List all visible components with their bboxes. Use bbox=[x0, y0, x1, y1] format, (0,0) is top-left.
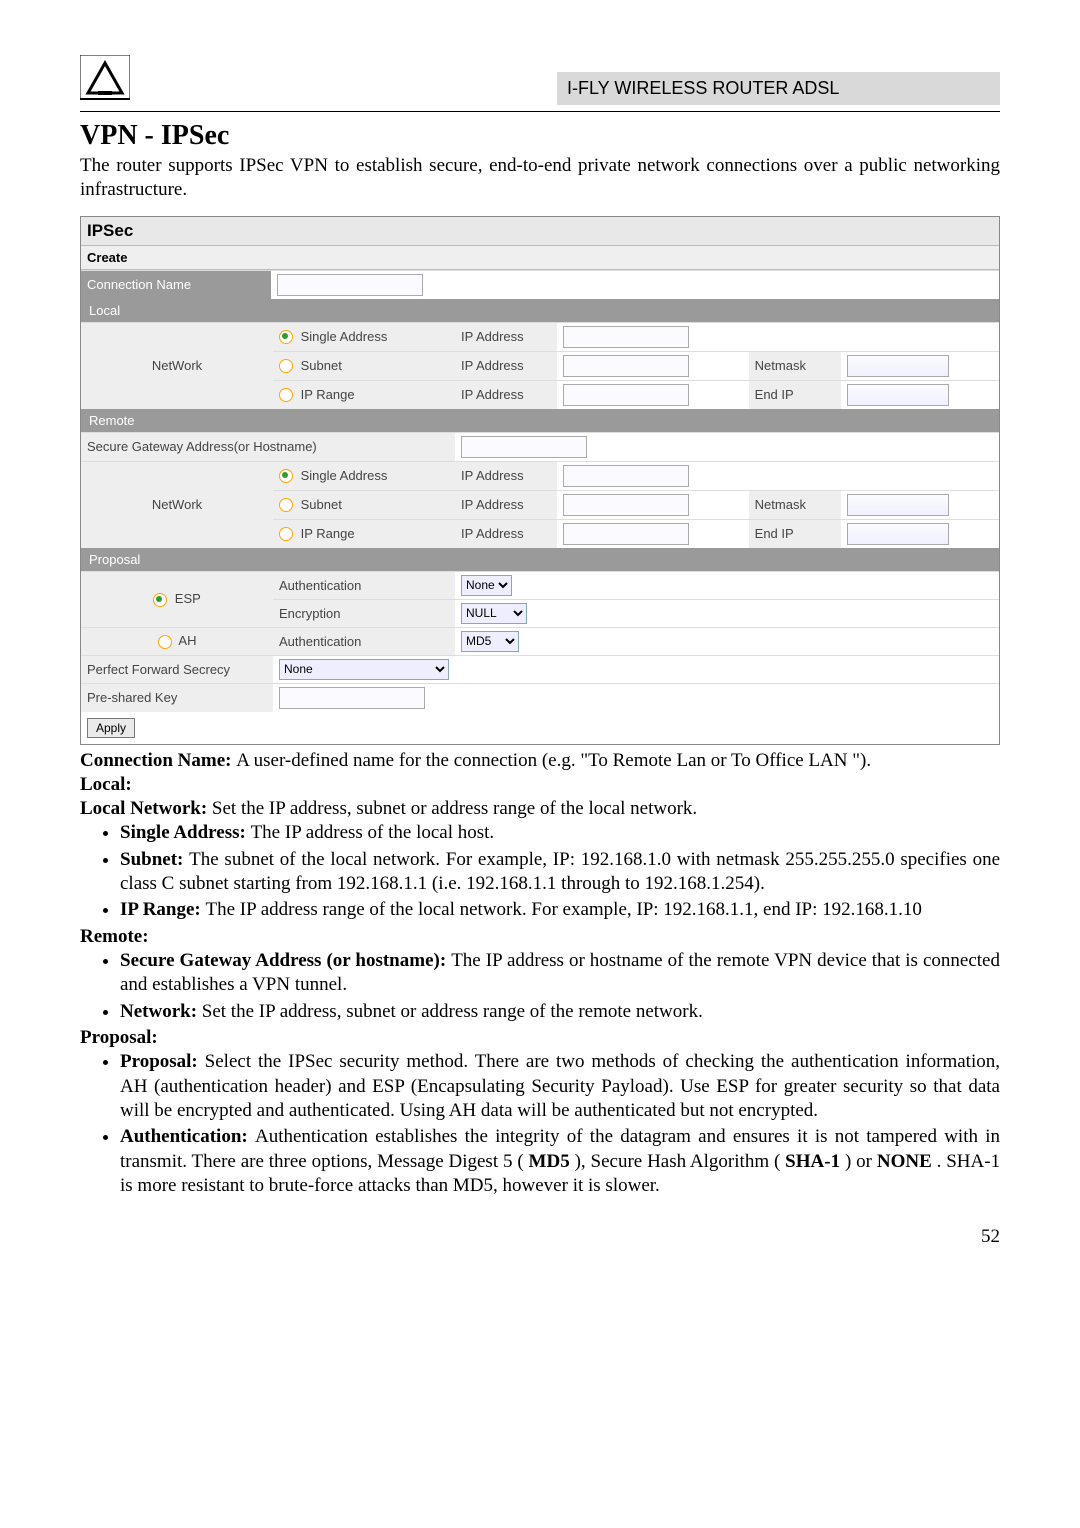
ah-label: AH bbox=[178, 633, 196, 648]
li-network-t: Set the IP address, subnet or address ra… bbox=[202, 1001, 703, 1022]
ip-address-label-r3: IP Address bbox=[455, 519, 557, 548]
local-subnet-ip-input[interactable] bbox=[563, 355, 689, 377]
ip-address-label-2: IP Address bbox=[455, 351, 557, 380]
remote-iprange-radio[interactable] bbox=[279, 527, 293, 541]
local-single-ip-input[interactable] bbox=[563, 326, 689, 348]
local-net-desc-b: Local Network: bbox=[80, 798, 212, 819]
li-network: Network: Set the IP address, subnet or a… bbox=[120, 1000, 1000, 1024]
endip-label-r: End IP bbox=[749, 519, 841, 548]
li-single-t: The IP address of the local host. bbox=[251, 822, 495, 843]
li-auth-none: NONE bbox=[877, 1151, 932, 1172]
local-network-label: NetWork bbox=[81, 322, 273, 409]
li-auth: Authentication: Authentication establish… bbox=[120, 1125, 1000, 1198]
li-iprange-t: The IP address range of the local networ… bbox=[206, 899, 922, 920]
psk-input[interactable] bbox=[279, 687, 425, 709]
conn-name-desc-t: A user-defined name for the connection (… bbox=[236, 750, 871, 771]
remote-subnet-label: Subnet bbox=[301, 497, 342, 512]
li-single-b: Single Address: bbox=[120, 822, 251, 843]
remote-endip-input[interactable] bbox=[847, 523, 949, 545]
li-single: Single Address: The IP address of the lo… bbox=[120, 821, 1000, 845]
remote-subnet-radio[interactable] bbox=[279, 498, 293, 512]
esp-auth-select[interactable]: None bbox=[461, 575, 512, 596]
pfs-select[interactable]: None bbox=[279, 659, 449, 680]
ipsec-panel-title: IPSec bbox=[81, 217, 999, 246]
ip-address-label-r2: IP Address bbox=[455, 490, 557, 519]
apply-button[interactable]: Apply bbox=[87, 718, 135, 738]
li-sgw-b: Secure Gateway Address (or hostname): bbox=[120, 950, 451, 971]
secure-gw-input[interactable] bbox=[461, 436, 587, 458]
remote-desc-b: Remote: bbox=[80, 926, 149, 947]
li-prop: Proposal: Select the IPSec security meth… bbox=[120, 1050, 1000, 1123]
esp-label: ESP bbox=[175, 591, 201, 606]
li-auth-sha: SHA-1 bbox=[785, 1151, 840, 1172]
remote-single-label: Single Address bbox=[301, 468, 388, 483]
conn-name-desc-b: Connection Name: bbox=[80, 750, 236, 771]
local-range-ip-input[interactable] bbox=[563, 384, 689, 406]
li-auth-t2: ), Secure Hash Algorithm ( bbox=[575, 1151, 781, 1172]
header-product: I-FLY WIRELESS ROUTER ADSL bbox=[557, 72, 1000, 105]
ip-address-label-r1: IP Address bbox=[455, 461, 557, 490]
local-bar: Local bbox=[81, 299, 999, 322]
local-subnet-radio[interactable] bbox=[279, 359, 293, 373]
li-subnet: Subnet: The subnet of the local network.… bbox=[120, 848, 1000, 897]
remote-iprange-label: IP Range bbox=[301, 526, 355, 541]
local-iprange-radio[interactable] bbox=[279, 388, 293, 402]
endip-label: End IP bbox=[749, 380, 841, 409]
proposal-bar: Proposal bbox=[81, 548, 999, 571]
section-title: VPN - IPSec bbox=[80, 120, 1000, 152]
conn-name-label: Connection Name bbox=[81, 270, 271, 299]
psk-label: Pre-shared Key bbox=[81, 683, 273, 712]
conn-name-input[interactable] bbox=[277, 274, 423, 296]
esp-radio[interactable] bbox=[153, 593, 167, 607]
proposal-desc-b: Proposal: bbox=[80, 1027, 158, 1048]
secure-gw-label: Secure Gateway Address(or Hostname) bbox=[81, 432, 455, 461]
local-desc-b: Local: bbox=[80, 774, 132, 795]
ah-radio[interactable] bbox=[158, 635, 172, 649]
ah-auth-label: Authentication bbox=[273, 627, 455, 655]
remote-range-ip-input[interactable] bbox=[563, 523, 689, 545]
li-iprange: IP Range: The IP address range of the lo… bbox=[120, 898, 1000, 922]
remote-single-ip-input[interactable] bbox=[563, 465, 689, 487]
li-iprange-b: IP Range: bbox=[120, 899, 206, 920]
remote-single-radio[interactable] bbox=[279, 469, 293, 483]
pfs-label: Perfect Forward Secrecy bbox=[81, 655, 273, 683]
local-subnet-label: Subnet bbox=[301, 358, 342, 373]
li-auth-md5: MD5 bbox=[529, 1151, 570, 1172]
remote-bar: Remote bbox=[81, 409, 999, 432]
esp-enc-label: Encryption bbox=[273, 599, 455, 627]
esp-enc-select[interactable]: NULL bbox=[461, 603, 527, 624]
local-single-radio[interactable] bbox=[279, 330, 293, 344]
li-subnet-b: Subnet: bbox=[120, 849, 189, 870]
ipsec-panel: IPSec Create Connection Name Local NetWo… bbox=[80, 216, 1000, 745]
ip-address-label-3: IP Address bbox=[455, 380, 557, 409]
section-intro: The router supports IPSec VPN to establi… bbox=[80, 154, 1000, 202]
logo bbox=[80, 55, 130, 105]
remote-netmask-input[interactable] bbox=[847, 494, 949, 516]
local-endip-input[interactable] bbox=[847, 384, 949, 406]
remote-subnet-ip-input[interactable] bbox=[563, 494, 689, 516]
local-net-desc-t: Set the IP address, subnet or address ra… bbox=[212, 798, 697, 819]
li-subnet-t: The subnet of the local network. For exa… bbox=[120, 849, 1000, 894]
li-sgw: Secure Gateway Address (or hostname): Th… bbox=[120, 949, 1000, 998]
page-number: 52 bbox=[80, 1226, 1000, 1248]
li-network-b: Network: bbox=[120, 1001, 202, 1022]
local-netmask-input[interactable] bbox=[847, 355, 949, 377]
ah-auth-select[interactable]: MD5 bbox=[461, 631, 519, 652]
li-auth-b: Authentication: bbox=[120, 1126, 255, 1147]
remote-network-label: NetWork bbox=[81, 461, 273, 548]
esp-auth-label: Authentication bbox=[273, 571, 455, 599]
li-auth-t3: ) or bbox=[845, 1151, 877, 1172]
li-prop-t: Select the IPSec security method. There … bbox=[120, 1051, 1000, 1121]
local-single-label: Single Address bbox=[301, 329, 388, 344]
ip-address-label: IP Address bbox=[455, 322, 557, 351]
netmask-label-r: Netmask bbox=[749, 490, 841, 519]
netmask-label: Netmask bbox=[749, 351, 841, 380]
header-underline bbox=[80, 111, 1000, 112]
ipsec-create: Create bbox=[81, 246, 999, 270]
local-iprange-label: IP Range bbox=[301, 387, 355, 402]
li-prop-b: Proposal: bbox=[120, 1051, 205, 1072]
